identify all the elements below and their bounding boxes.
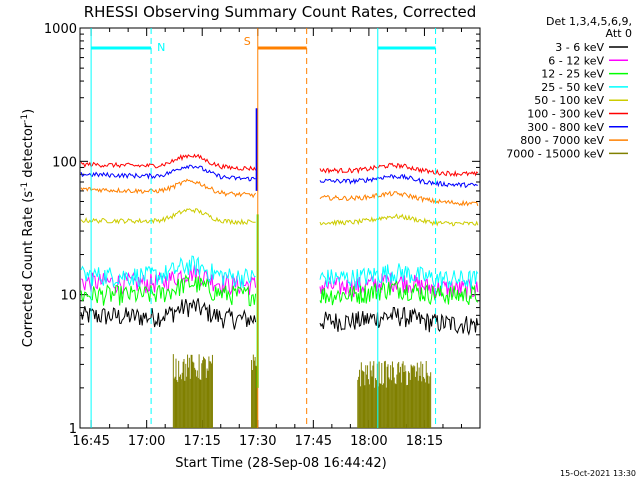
y-axis-label: Corrected Count Rate (s-1 detector-1) [20,109,36,347]
footer-timestamp: 15-Oct-2021 13:30 [560,469,636,478]
series-line [80,273,257,307]
series-group [172,354,432,428]
legend-label: 50 - 100 keV [534,94,604,107]
y-axis-label-mid: detector [21,122,36,182]
x-axis-label: Start Time (28-Sep-08 16:44:42) [175,456,386,471]
chart-title: RHESSI Observing Summary Count Rates, Co… [84,3,477,21]
series-line [319,263,479,289]
y-axis-label-sup1: -1 [20,182,30,191]
y-axis-label-main: Corrected Count Rate (s [21,191,36,348]
series-line [80,178,256,199]
series-line [319,190,479,207]
legend-label: 800 - 7000 keV [520,134,604,147]
x-tick-label: 18:15 [406,434,443,449]
legend-label: 25 - 50 keV [541,81,604,94]
legend-label: 12 - 25 keV [541,68,604,81]
series-line [319,162,479,178]
x-tick-label: 16:45 [72,434,109,449]
y-tick-label: 100 [52,155,77,170]
series-line [80,153,257,172]
series-line [80,208,256,226]
series-line [80,164,256,182]
annotation-label: S [244,35,251,48]
x-tick-label: 17:45 [295,434,332,449]
legend-label: 7000 - 15000 keV [506,147,604,160]
plot-frame [79,27,481,429]
y-axis-label-sup2: -1 [20,114,30,123]
y-tick-label: 1000 [44,22,77,37]
series-line [319,213,479,227]
legend-label: 100 - 300 keV [527,108,604,121]
series-line [80,298,257,330]
series-line [319,173,478,189]
series-layer [80,108,479,428]
x-tick-label: 17:00 [128,434,165,449]
series-line [319,279,479,306]
axes: 1 10 100 1000 16:45 17:00 17:15 17:30 17:45 18:00… [44,22,481,449]
x-tick-label: 18:00 [350,434,387,449]
x-tick-label: 17:15 [183,434,220,449]
legend-label: 6 - 12 keV [548,54,604,67]
legend-label: 3 - 6 keV [555,41,604,54]
series-line [319,306,479,336]
y-tick-label: 1 [69,422,77,437]
legend-header-1: Det 1,3,4,5,6,9, [546,15,632,28]
legend-header-2: Att 0 [606,27,632,40]
x-tick-label: 17:30 [239,434,276,449]
annotation-label: N [157,41,165,54]
legend-label: 300 - 800 keV [527,121,604,134]
y-tick-label: 10 [60,289,77,304]
y-axis-label-close: ) [21,109,36,114]
series-line [80,255,256,288]
